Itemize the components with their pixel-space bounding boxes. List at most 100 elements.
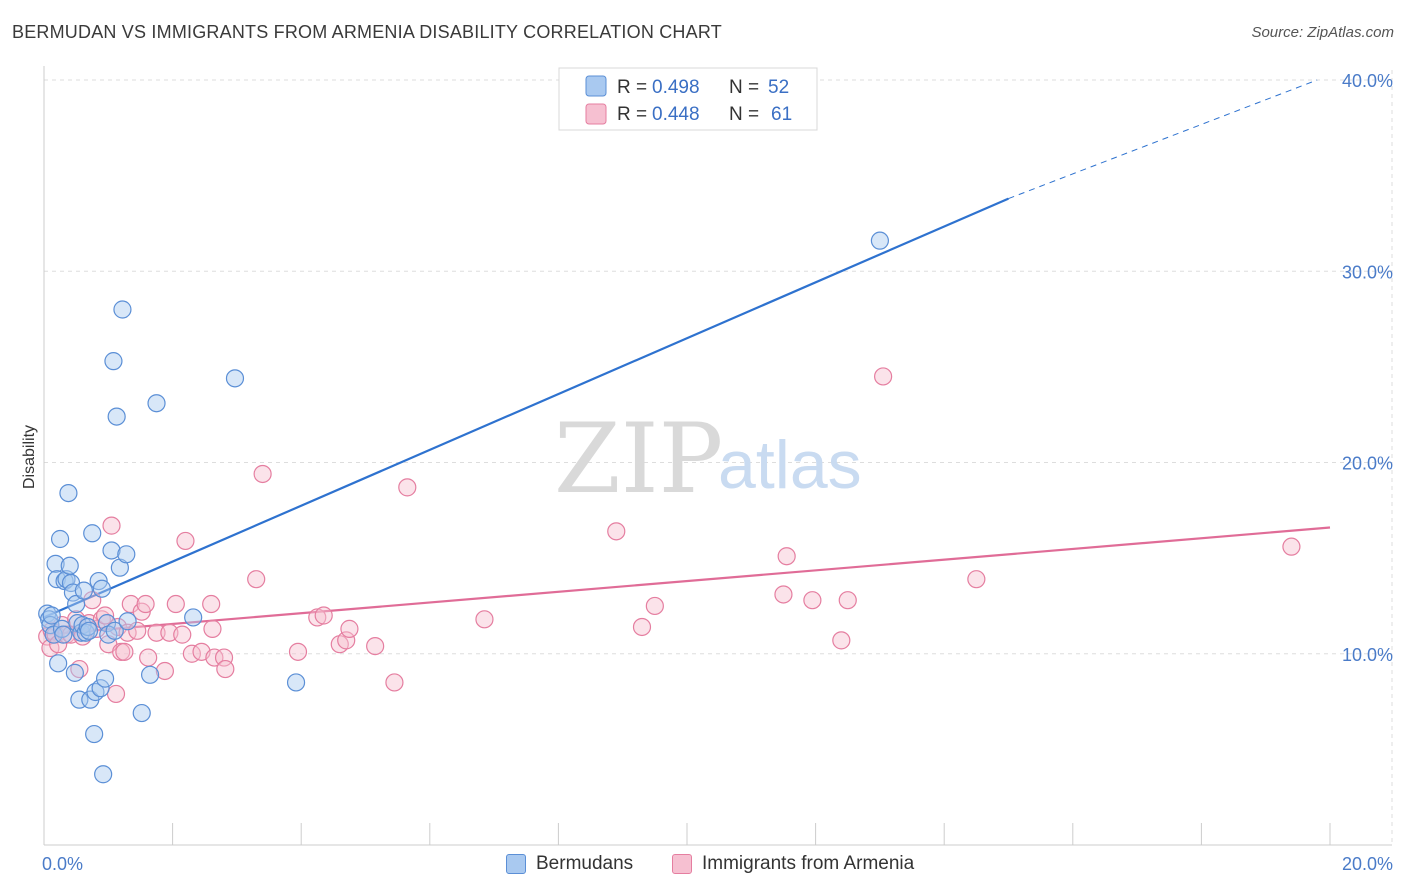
series-bermudans-points [38,231,890,784]
armenia-point-62 [967,570,986,589]
armenia-point-56 [774,585,793,604]
armenia-point-63 [1282,537,1301,556]
armenia-point-58 [803,591,822,610]
armenia-point-45 [314,606,333,625]
series-armenia-points [38,367,1301,704]
armenia-point-28 [147,623,166,642]
y-tick-labels: 10.0% 20.0% 30.0% 40.0% [1342,71,1393,665]
x-tick-labels: 0.0% 20.0% [42,854,1393,874]
bermudans-point-14 [60,556,79,575]
bermudans-point-52 [870,231,890,250]
bottom-legend-bermudans: Bermudans [506,850,633,878]
armenia-point-59 [832,631,851,650]
legend-n-value-bermudans: 52 [768,77,789,98]
armenia-point-60 [838,591,857,610]
trend-line-bermudans [43,197,1009,619]
bottom-legend-swatch-armenia [672,854,692,874]
armenia-point-54 [632,617,652,637]
armenia-point-40 [216,659,235,679]
legend-swatch-bermudans [585,75,607,97]
armenia-point-33 [176,531,195,551]
bermudans-point-40 [104,352,123,371]
bermudans-point-32 [92,579,111,598]
bermudans-point-47 [140,665,160,684]
armenia-point-18 [106,684,126,704]
bermudans-point-49 [184,608,203,627]
legend-n-label-armenia: N = [729,104,759,125]
armenia-point-42 [253,464,272,484]
bermudans-point-33 [91,679,110,698]
armenia-point-48 [340,619,359,638]
bermudans-point-18 [67,594,86,614]
bottom-legend-label-bermudans: Bermudans [536,853,634,874]
bermudans-point-2 [41,615,60,635]
axes [43,66,1392,846]
armenia-point-29 [155,661,174,681]
bermudans-point-28 [83,524,102,543]
legend-r-value-bermudans: 0.498 [652,77,700,98]
armenia-point-44 [308,608,327,627]
armenia-point-36 [205,648,224,667]
armenia-point-31 [166,594,185,614]
watermark: ZIP atlas [554,403,862,515]
x-tick-label-0: 0.0% [42,854,83,874]
armenia-point-27 [139,648,158,667]
armenia-point-21 [115,642,134,661]
bermudans-point-26 [79,621,99,640]
bottom-legend-armenia: Immigrants from Armenia [672,850,914,878]
legend-r-value-armenia: 0.448 [652,104,700,125]
bottom-legend-label-armenia: Immigrants from Armenia [702,853,915,874]
bermudans-point-38 [102,541,121,560]
bermudans-point-44 [117,545,136,564]
x-tick-label-1: 20.0% [1342,854,1393,874]
bermudans-point-7 [49,654,68,673]
armenia-point-51 [398,478,417,497]
gridlines [44,70,1393,845]
bermudans-point-51 [286,673,306,692]
armenia-point-43 [288,642,308,661]
bermudans-point-23 [74,581,93,600]
legend-r-label-bermudans: R = [617,77,647,98]
bermudans-point-5 [46,554,65,573]
bermudans-point-8 [50,529,70,549]
legend-n-value-armenia: 61 [771,104,792,125]
trend-line-bermudans-extension [1008,79,1318,200]
watermark-zip: ZIP [554,403,723,515]
armenia-point-49 [366,636,385,656]
armenia-point-47 [337,631,356,650]
trend-line-armenia [43,526,1331,636]
bermudans-point-34 [94,765,113,784]
armenia-point-32 [173,625,192,644]
bermudans-point-46 [132,703,151,723]
armenia-point-61 [874,367,893,386]
bermudans-point-10 [54,625,73,644]
armenia-point-53 [607,522,626,541]
bermudans-point-17 [65,663,84,682]
y-tick-label-1: 20.0% [1342,454,1393,474]
watermark-atlas: atlas [718,427,862,503]
armenia-point-57 [777,547,796,566]
armenia-point-52 [475,610,494,629]
armenia-point-39 [214,648,234,667]
y-tick-label-2: 30.0% [1342,262,1393,282]
bermudans-point-13 [59,484,78,503]
bermudans-point-50 [225,369,245,388]
armenia-point-38 [203,619,222,638]
bottom-legend-swatch-bermudans [506,854,526,874]
legend-box: R = 0.498 N = 52 R = 0.448 N = 61 [558,67,818,131]
armenia-point-41 [247,570,266,589]
bermudans-point-36 [97,614,117,633]
trend-lines [43,79,1331,636]
armenia-point-17 [102,516,121,535]
bermudans-point-45 [118,612,137,631]
bermudans-point-41 [107,407,126,426]
y-tick-label-0: 10.0% [1342,645,1393,665]
bermudans-point-48 [147,394,166,413]
chart-title: BERMUDAN VS IMMIGRANTS FROM ARMENIA DISA… [12,22,722,42]
legend-n-label-bermudans: N = [729,77,759,98]
armenia-point-26 [136,594,155,614]
bermudans-point-35 [95,669,115,688]
bermudans-point-3 [42,606,61,625]
y-tick-label-3: 40.0% [1342,71,1393,91]
